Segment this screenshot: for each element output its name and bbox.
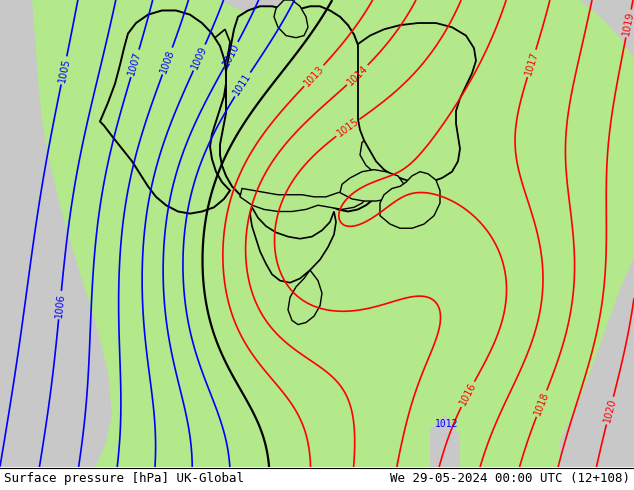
Text: 1005: 1005 (56, 57, 71, 83)
Polygon shape (580, 0, 634, 59)
Text: We 29-05-2024 00:00 UTC (12+108): We 29-05-2024 00:00 UTC (12+108) (390, 472, 630, 486)
Text: Surface pressure [hPa] UK-Global: Surface pressure [hPa] UK-Global (4, 472, 244, 486)
Polygon shape (430, 415, 460, 467)
Polygon shape (220, 0, 295, 15)
Text: 1013: 1013 (302, 63, 326, 88)
Polygon shape (380, 172, 440, 228)
Text: 1009: 1009 (190, 44, 209, 71)
Polygon shape (240, 189, 368, 212)
Text: 1016: 1016 (458, 381, 478, 407)
Polygon shape (250, 207, 336, 283)
Text: 1007: 1007 (127, 50, 143, 76)
Polygon shape (358, 23, 476, 182)
Text: 1014: 1014 (345, 63, 370, 87)
Text: 1020: 1020 (602, 397, 618, 424)
Polygon shape (220, 6, 386, 212)
Polygon shape (274, 0, 308, 38)
Polygon shape (100, 10, 230, 214)
Text: 1006: 1006 (54, 293, 66, 318)
Text: 1017: 1017 (523, 50, 540, 76)
Text: 1010: 1010 (221, 41, 242, 68)
Text: 1012: 1012 (435, 419, 458, 429)
Polygon shape (560, 258, 634, 467)
Polygon shape (340, 170, 404, 201)
Text: 1011: 1011 (232, 72, 254, 98)
Text: 1008: 1008 (158, 48, 176, 74)
Polygon shape (0, 0, 634, 467)
Polygon shape (0, 0, 112, 467)
Text: 1019: 1019 (621, 10, 634, 36)
Polygon shape (204, 29, 230, 100)
Polygon shape (288, 270, 322, 324)
Text: 1018: 1018 (533, 391, 551, 417)
Text: 1015: 1015 (335, 117, 361, 139)
Polygon shape (360, 130, 422, 178)
